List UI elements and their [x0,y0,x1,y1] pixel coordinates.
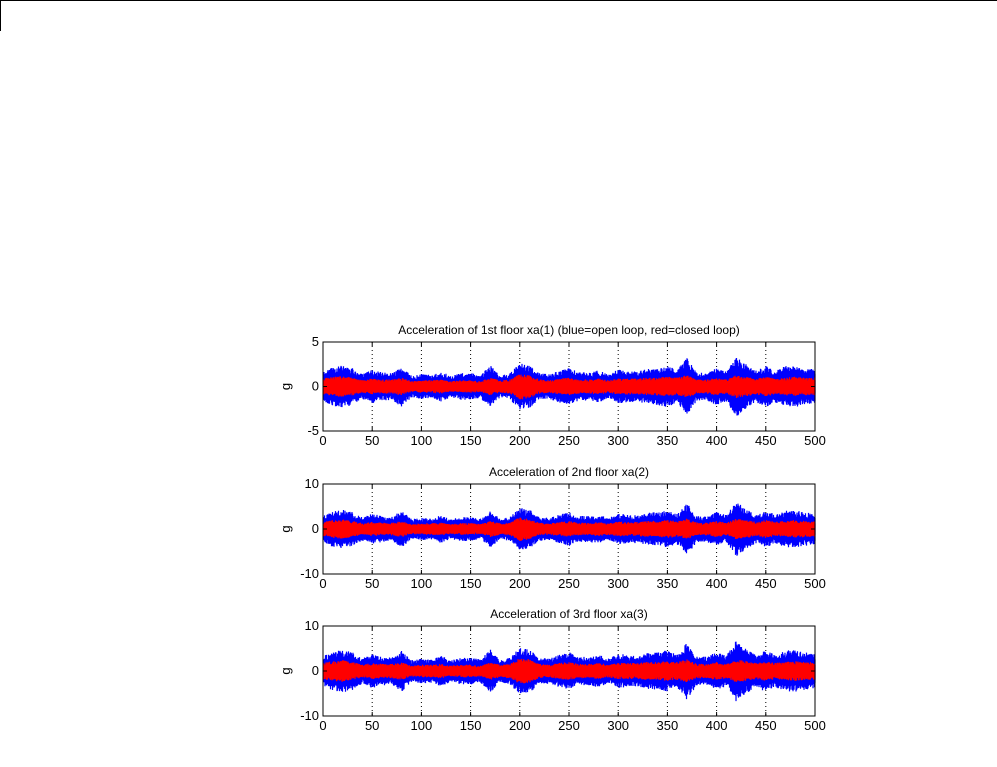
x-tick-label: 200 [509,576,531,591]
x-tick-label: 250 [558,718,580,733]
x-tick-label: 50 [365,433,379,448]
y-tick-label: 5 [312,334,319,349]
x-tick-label: 150 [460,718,482,733]
y-tick-label: 10 [305,476,319,491]
y-tick-label: 0 [312,379,319,394]
x-tick-label: 450 [755,576,777,591]
x-tick-label: 100 [411,433,433,448]
x-tick-label: 50 [365,576,379,591]
x-tick-label: 300 [607,576,629,591]
y-axis-label: g [278,667,293,674]
x-tick-label: 500 [804,576,826,591]
subplot-1: 0 50 100 150 200 250 300 350 400 450 50050-5gAccel… [278,323,826,448]
y-tick-label: -5 [307,423,319,438]
series-closed-loop [322,517,816,541]
x-tick-label: 200 [509,718,531,733]
x-tick-label: 150 [460,433,482,448]
x-tick-label: 150 [460,576,482,591]
series-closed-loop [322,658,816,684]
y-tick-label: 0 [312,663,319,678]
x-tick-label: 450 [755,433,777,448]
y-tick-label: -10 [300,708,319,723]
subplot-2: 0 50 100 150 200 250 300 350 400 450 500100-10gAcc… [278,465,826,591]
x-tick-label: 250 [558,433,580,448]
page-top-rule [0,0,997,1]
chart-title: Acceleration of 2nd floor xa(2) [489,465,649,479]
x-tick-label: 350 [657,433,679,448]
y-tick-label: 0 [312,521,319,536]
x-tick-label: 100 [411,718,433,733]
x-tick-label: 50 [365,718,379,733]
x-tick-label: 0 [319,433,326,448]
chart-title: Acceleration of 1st floor xa(1) (blue=op… [398,323,740,337]
x-tick-label: 500 [804,718,826,733]
x-tick-label: 350 [657,576,679,591]
series-closed-loop [322,374,816,400]
x-tick-label: 450 [755,718,777,733]
x-tick-label: 0 [319,576,326,591]
y-tick-label: 10 [305,618,319,633]
page-corner-mark [0,0,1,31]
chart-title: Acceleration of 3rd floor xa(3) [490,607,647,621]
x-tick-label: 400 [706,576,728,591]
y-tick-label: -10 [300,566,319,581]
subplot-3: 0 50 100 150 200 250 300 350 400 450 500100-10gAcc… [278,607,826,733]
x-tick-label: 300 [607,433,629,448]
x-tick-label: 500 [804,433,826,448]
x-tick-label: 200 [509,433,531,448]
x-tick-label: 300 [607,718,629,733]
y-axis-label: g [278,525,293,532]
x-tick-label: 0 [319,718,326,733]
y-axis-label: g [278,383,293,390]
x-tick-label: 350 [657,718,679,733]
x-tick-label: 100 [411,576,433,591]
x-tick-label: 400 [706,433,728,448]
x-tick-label: 400 [706,718,728,733]
x-tick-label: 250 [558,576,580,591]
